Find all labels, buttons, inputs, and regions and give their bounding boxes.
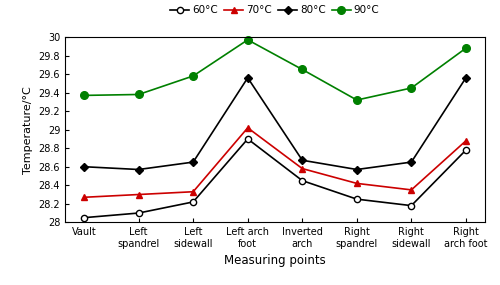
60°C	[354, 198, 360, 201]
90°C	[244, 38, 250, 42]
80°C	[354, 168, 360, 171]
90°C	[81, 94, 87, 97]
90°C	[463, 46, 469, 50]
70°C	[190, 190, 196, 194]
Line: 60°C: 60°C	[81, 136, 469, 221]
90°C	[300, 68, 306, 71]
70°C	[244, 126, 250, 130]
60°C	[190, 200, 196, 204]
90°C	[408, 86, 414, 90]
60°C	[463, 148, 469, 152]
X-axis label: Measuring points: Measuring points	[224, 254, 326, 267]
80°C	[300, 158, 306, 162]
80°C	[463, 76, 469, 80]
60°C	[81, 216, 87, 219]
Y-axis label: Temperature/°C: Temperature/°C	[23, 86, 33, 174]
70°C	[81, 196, 87, 199]
70°C	[463, 139, 469, 142]
80°C	[408, 160, 414, 164]
Legend: 60°C, 70°C, 80°C, 90°C: 60°C, 70°C, 80°C, 90°C	[170, 5, 380, 15]
80°C	[136, 168, 141, 171]
70°C	[408, 188, 414, 192]
Line: 80°C: 80°C	[81, 75, 469, 173]
80°C	[81, 165, 87, 168]
60°C	[136, 211, 141, 215]
80°C	[244, 76, 250, 80]
70°C	[354, 182, 360, 185]
90°C	[354, 98, 360, 102]
Line: 70°C: 70°C	[80, 124, 469, 201]
90°C	[136, 93, 141, 96]
90°C	[190, 74, 196, 78]
80°C	[190, 160, 196, 164]
70°C	[300, 167, 306, 170]
70°C	[136, 193, 141, 196]
60°C	[300, 179, 306, 182]
60°C	[244, 137, 250, 141]
60°C	[408, 204, 414, 207]
Line: 90°C: 90°C	[80, 36, 469, 104]
